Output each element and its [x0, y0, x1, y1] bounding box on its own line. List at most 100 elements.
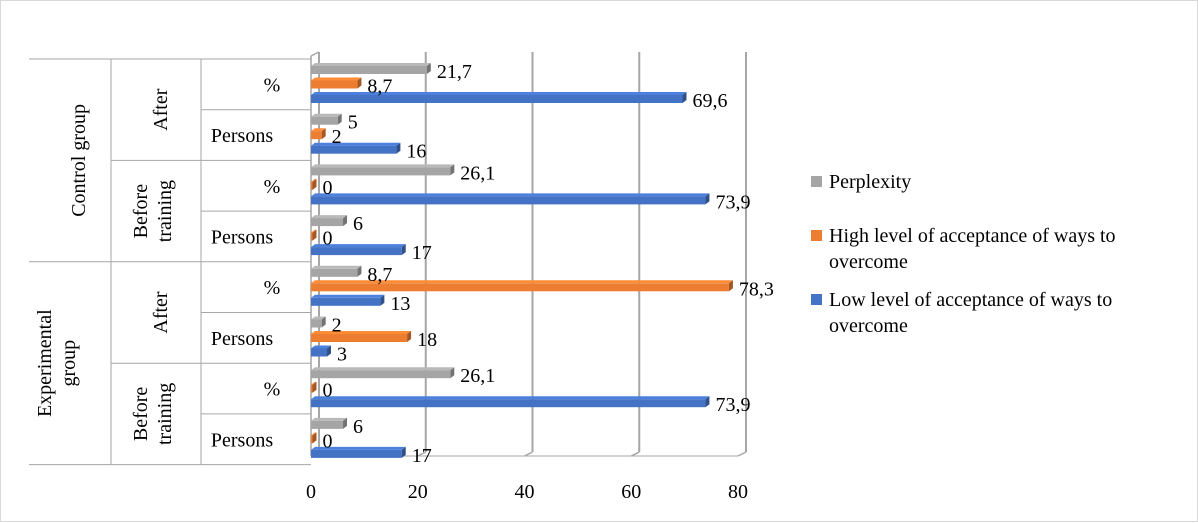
row-label: Persons — [211, 125, 273, 147]
bar — [311, 297, 381, 306]
bar-side-face — [312, 229, 317, 241]
legend-label-perplexity: Perplexity — [829, 171, 912, 193]
subgroup-label-line: training — [154, 383, 176, 445]
bar-side-face — [321, 128, 326, 140]
legend-swatch-low-acceptance — [811, 294, 822, 305]
subgroup-label-line: After — [150, 88, 172, 131]
bar-side-face — [321, 316, 326, 328]
row-label: Persons — [211, 429, 273, 451]
subgroup-label: After — [150, 291, 172, 334]
data-label: 73,9 — [715, 191, 750, 213]
subgroup-label-line: Before — [130, 387, 152, 442]
bar-top-face — [311, 113, 342, 117]
bar — [311, 232, 313, 241]
bar-side-face — [401, 244, 406, 256]
bar-top-face — [311, 396, 710, 400]
x-tick-label: 80 — [728, 481, 748, 503]
bar-side-face — [312, 432, 317, 444]
bar-top-face — [311, 265, 362, 269]
x-tick-label: 40 — [515, 481, 535, 503]
bar-top-face — [311, 367, 455, 371]
bar — [311, 247, 402, 256]
x-tick-label: 60 — [621, 481, 641, 503]
bar-side-face — [705, 396, 710, 408]
bar-top-face — [311, 178, 317, 182]
legend-label-low-acceptance: Low level of acceptance of ways to overc… — [829, 289, 1113, 337]
data-label: 21,7 — [437, 61, 472, 83]
subgroup-label-line: After — [150, 291, 172, 334]
bar — [311, 131, 322, 140]
data-label: 6 — [353, 416, 363, 438]
bar — [311, 95, 683, 103]
bar-top-face — [311, 77, 362, 81]
bar — [311, 334, 408, 342]
data-label: 17 — [412, 242, 432, 264]
data-label: 13 — [390, 293, 410, 315]
data-label: 0 — [323, 228, 333, 250]
group-label-line: group — [58, 340, 80, 387]
bar-side-face — [705, 193, 710, 205]
bar — [311, 348, 328, 357]
floor-gridline — [737, 451, 747, 457]
bar-side-face — [357, 77, 362, 89]
bar-top-face — [311, 381, 317, 385]
bar-side-face — [728, 280, 733, 292]
data-label: 78,3 — [739, 278, 774, 300]
bar — [311, 435, 313, 444]
bar-top-face — [311, 63, 431, 66]
row-label: Persons — [211, 328, 273, 350]
legend-item-perplexity: Perplexity — [811, 169, 1191, 195]
bar-top-face — [311, 244, 406, 248]
bar-side-face — [426, 63, 431, 74]
data-label: 8,7 — [367, 76, 392, 98]
bar-side-face — [343, 215, 348, 227]
bar — [311, 268, 358, 277]
bar-top-face — [311, 446, 406, 450]
bar-side-face — [682, 92, 687, 103]
bar-top-face — [311, 128, 326, 132]
data-label: 2 — [332, 315, 342, 337]
group-label: Experimental group — [34, 309, 80, 417]
bar-side-face — [407, 331, 412, 342]
data-label: 3 — [337, 344, 347, 366]
bar — [311, 283, 729, 292]
row-label: % — [264, 176, 281, 198]
subgroup-label: Before training — [130, 180, 176, 242]
bar-top-face — [311, 280, 733, 284]
data-label: 5 — [348, 112, 358, 134]
bar-side-face — [396, 142, 401, 154]
group-label: Control group — [68, 104, 90, 217]
data-label: 73,9 — [715, 394, 750, 416]
bar-side-face — [312, 178, 317, 190]
bar-side-face — [450, 164, 455, 176]
bar-side-face — [312, 381, 317, 393]
bar — [311, 384, 313, 393]
floor-gridline — [417, 451, 427, 457]
group-label-line: Control group — [68, 104, 90, 217]
bar — [311, 116, 338, 125]
x-tick-label: 0 — [306, 481, 316, 503]
legend-item-high-acceptance: High level of acceptance of ways to over… — [811, 223, 1191, 275]
subgroup-label-line: training — [154, 180, 176, 242]
floor-gridline — [524, 451, 533, 457]
bar — [311, 66, 427, 74]
bar — [311, 80, 358, 89]
bar-side-face — [343, 417, 348, 429]
data-label: 0 — [323, 380, 333, 402]
data-label: 26,1 — [460, 162, 495, 184]
bar — [311, 399, 706, 408]
data-label: 6 — [353, 213, 363, 235]
bar-top-face — [311, 164, 455, 168]
row-label: % — [264, 74, 281, 96]
bar-side-face — [450, 367, 455, 379]
bar-top-face — [311, 92, 687, 95]
data-label: 2 — [332, 126, 342, 148]
subgroup-label: Before training — [130, 383, 176, 445]
data-label: 18 — [417, 329, 437, 351]
bar — [311, 218, 344, 227]
subgroup-label: After — [150, 88, 172, 131]
bar — [311, 145, 397, 154]
data-label: 0 — [323, 430, 333, 452]
data-label: 8,7 — [367, 264, 392, 286]
